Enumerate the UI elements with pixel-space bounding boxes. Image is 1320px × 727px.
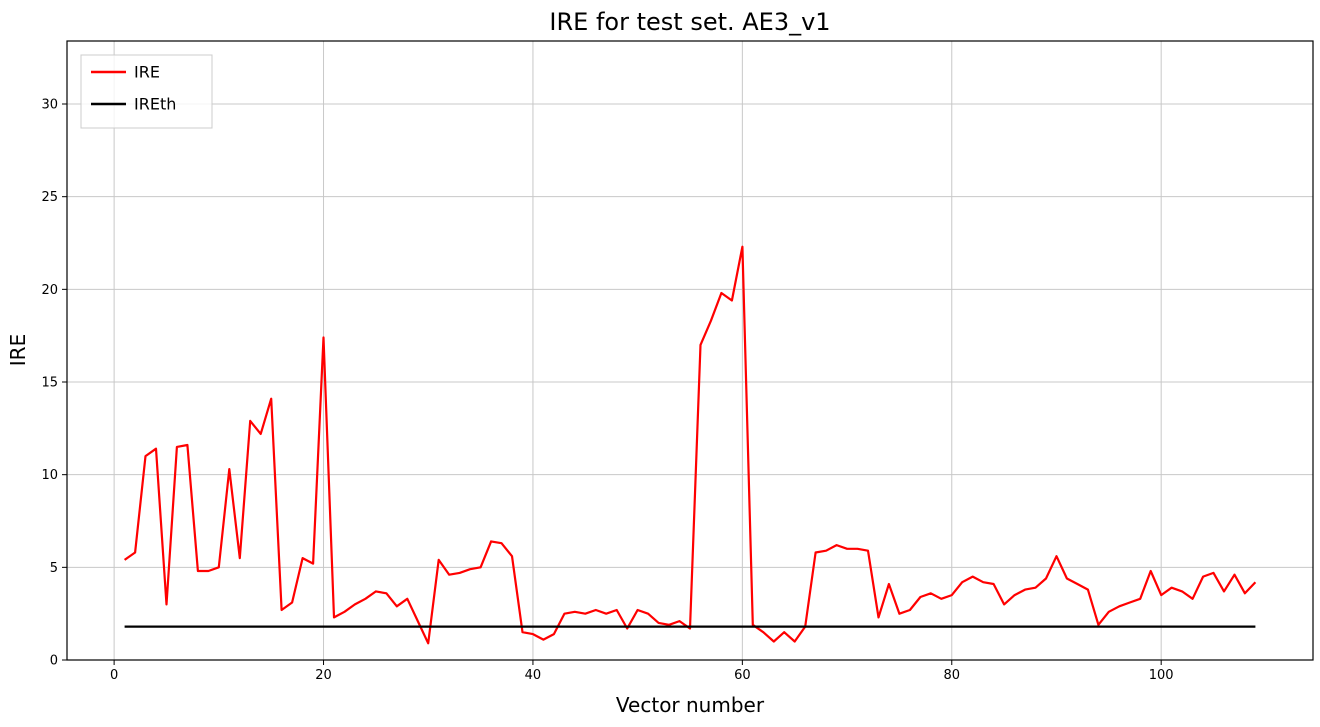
axis-ticks: 0 20 40 60 80 100 0 5 10 15 20 25 30 <box>41 98 1173 683</box>
legend: IRE IREth <box>80 54 213 129</box>
y-tick-label: 25 <box>41 190 58 205</box>
y-tick-label: 20 <box>41 283 58 298</box>
legend-label-ireth: IREth <box>134 95 176 114</box>
y-tick-label: 0 <box>50 654 58 669</box>
legend-label-ire: IRE <box>134 63 160 82</box>
y-tick-label: 30 <box>41 98 58 113</box>
series-line-ire <box>123 245 1257 645</box>
y-tick-label: 10 <box>41 468 58 483</box>
series-lines <box>123 245 1257 645</box>
plot-border <box>66 40 1314 661</box>
gridlines <box>67 41 1313 661</box>
x-tick-label: 40 <box>525 668 542 683</box>
x-axis-label: Vector number <box>616 693 765 717</box>
y-tick-label: 5 <box>50 561 58 576</box>
x-tick-label: 80 <box>943 668 960 683</box>
x-tick-label: 0 <box>110 668 118 683</box>
legend-box <box>80 54 213 129</box>
chart-title: IRE for test set. AE3_v1 <box>549 8 830 36</box>
y-axis-label: IRE <box>6 334 30 366</box>
x-tick-label: 20 <box>315 668 332 683</box>
x-tick-label: 60 <box>734 668 751 683</box>
y-tick-label: 15 <box>41 376 58 391</box>
x-tick-label: 100 <box>1149 668 1174 683</box>
